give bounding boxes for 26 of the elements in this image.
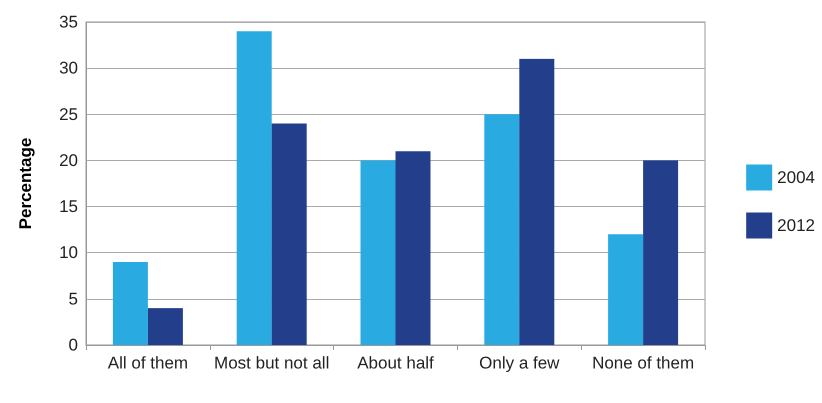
bar bbox=[396, 151, 430, 345]
x-tick-label: Most but not all bbox=[214, 354, 330, 372]
bar bbox=[519, 58, 554, 345]
bar bbox=[272, 124, 307, 345]
bar bbox=[608, 234, 644, 345]
y-tick-label: 5 bbox=[68, 289, 78, 308]
y-axis-title: Percentage bbox=[16, 138, 35, 230]
legend-label: 2004 bbox=[777, 168, 816, 187]
bar bbox=[360, 160, 396, 345]
y-tick-label: 30 bbox=[59, 58, 78, 78]
bar bbox=[112, 262, 148, 345]
y-tick-label: 10 bbox=[59, 243, 78, 262]
bar bbox=[484, 114, 520, 345]
bar bbox=[236, 31, 272, 345]
x-tick-label: All of them bbox=[108, 354, 188, 372]
legend-label: 2012 bbox=[777, 216, 816, 235]
y-tick-label: 20 bbox=[59, 150, 78, 170]
x-tick-label: About half bbox=[357, 354, 434, 372]
bar bbox=[643, 160, 678, 345]
y-tick-label: 35 bbox=[59, 12, 78, 32]
bar bbox=[148, 308, 183, 345]
x-tick-label: None of them bbox=[592, 354, 694, 372]
x-tick-label: Only a few bbox=[479, 354, 560, 372]
y-tick-label: 25 bbox=[59, 104, 78, 124]
y-tick-label: 0 bbox=[68, 336, 78, 354]
y-tick-label: 15 bbox=[59, 197, 78, 216]
